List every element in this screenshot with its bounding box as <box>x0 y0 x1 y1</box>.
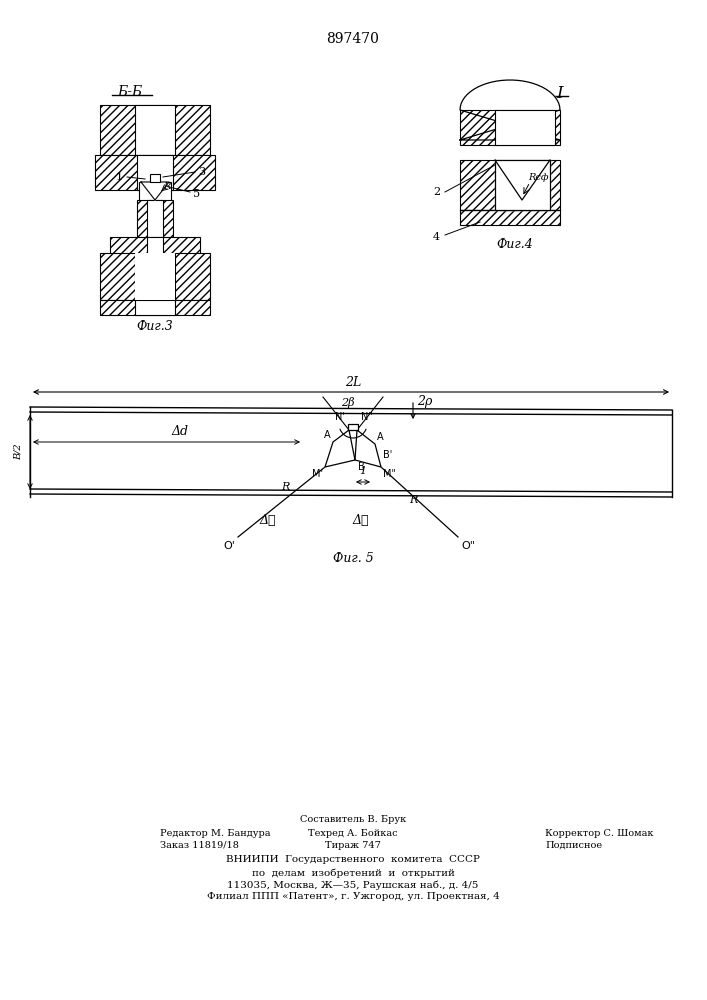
Text: Фиг. 5: Фиг. 5 <box>332 552 373 565</box>
Text: ВНИИПИ  Государственного  комитета  СССР: ВНИИПИ Государственного комитета СССР <box>226 855 480 864</box>
Bar <box>100 300 210 315</box>
Bar <box>495 110 555 145</box>
Text: N': N' <box>335 412 345 422</box>
Polygon shape <box>495 160 550 210</box>
Text: Б-Б: Б-Б <box>117 85 143 99</box>
Bar <box>135 253 175 300</box>
Text: M': M' <box>312 469 323 479</box>
Text: Заказ 11819/18: Заказ 11819/18 <box>160 841 239 850</box>
Text: O': O' <box>223 541 235 551</box>
Text: R: R <box>409 495 417 505</box>
Text: Филиал ППП «Патент», г. Ужгород, ул. Проектная, 4: Филиал ППП «Патент», г. Ужгород, ул. Про… <box>206 892 499 901</box>
Text: 5: 5 <box>193 189 200 199</box>
Text: 2β: 2β <box>341 397 355 408</box>
Text: Фиг.4: Фиг.4 <box>496 238 533 251</box>
Text: A: A <box>325 430 331 440</box>
Polygon shape <box>325 430 355 467</box>
Bar <box>100 253 135 300</box>
Bar <box>460 210 560 225</box>
Text: Rсф: Rсф <box>528 173 549 182</box>
Text: I: I <box>556 85 563 102</box>
Bar <box>95 155 215 190</box>
Bar <box>460 160 560 210</box>
Bar <box>100 105 210 155</box>
Polygon shape <box>355 430 381 467</box>
Text: B: B <box>358 462 365 472</box>
Text: Редактор М. Бандура: Редактор М. Бандура <box>160 829 271 838</box>
Text: R: R <box>163 182 170 191</box>
Text: 1: 1 <box>359 466 366 476</box>
Bar <box>150 174 160 182</box>
Text: A: A <box>377 432 384 442</box>
Text: D: D <box>341 441 349 451</box>
Bar <box>348 424 358 430</box>
Text: B': B' <box>383 450 392 460</box>
Bar <box>137 155 173 190</box>
Bar <box>175 253 210 300</box>
Text: Техред А. Бойкас: Техред А. Бойкас <box>308 829 398 838</box>
Text: Δℓ: Δℓ <box>353 514 369 526</box>
Bar <box>139 182 171 202</box>
Bar <box>147 200 163 240</box>
Text: 2ρ: 2ρ <box>417 395 433 408</box>
Bar <box>135 300 175 315</box>
Bar <box>460 110 560 145</box>
Text: 897470: 897470 <box>327 32 380 46</box>
Text: 2L: 2L <box>345 376 361 389</box>
Text: M": M" <box>383 469 396 479</box>
Text: 1: 1 <box>116 172 123 182</box>
Text: N": N" <box>361 412 373 422</box>
Text: по  делам  изобретений  и  открытий: по делам изобретений и открытий <box>252 868 455 878</box>
Text: Тираж 747: Тираж 747 <box>325 841 381 850</box>
Text: 2: 2 <box>433 187 440 197</box>
Text: B/2: B/2 <box>13 444 23 460</box>
Text: 113035, Москва, Ж—35, Раушская наб., д. 4/5: 113035, Москва, Ж—35, Раушская наб., д. … <box>228 880 479 890</box>
Text: Δd: Δd <box>172 425 189 438</box>
Text: 3: 3 <box>198 167 205 177</box>
Text: O": O" <box>461 541 475 551</box>
Text: Δℓ: Δℓ <box>259 514 276 526</box>
Bar <box>110 237 200 255</box>
Bar <box>147 237 163 255</box>
Bar <box>137 200 173 240</box>
Polygon shape <box>460 80 560 140</box>
Text: Фиг.3: Фиг.3 <box>136 320 173 333</box>
Text: R: R <box>281 482 289 492</box>
Text: Составитель В. Брук: Составитель В. Брук <box>300 815 406 824</box>
Text: 4: 4 <box>433 232 440 242</box>
Text: Подписное: Подписное <box>545 841 602 850</box>
Bar <box>135 105 175 155</box>
Text: Корректор С. Шомак: Корректор С. Шомак <box>545 829 653 838</box>
Polygon shape <box>141 182 169 200</box>
